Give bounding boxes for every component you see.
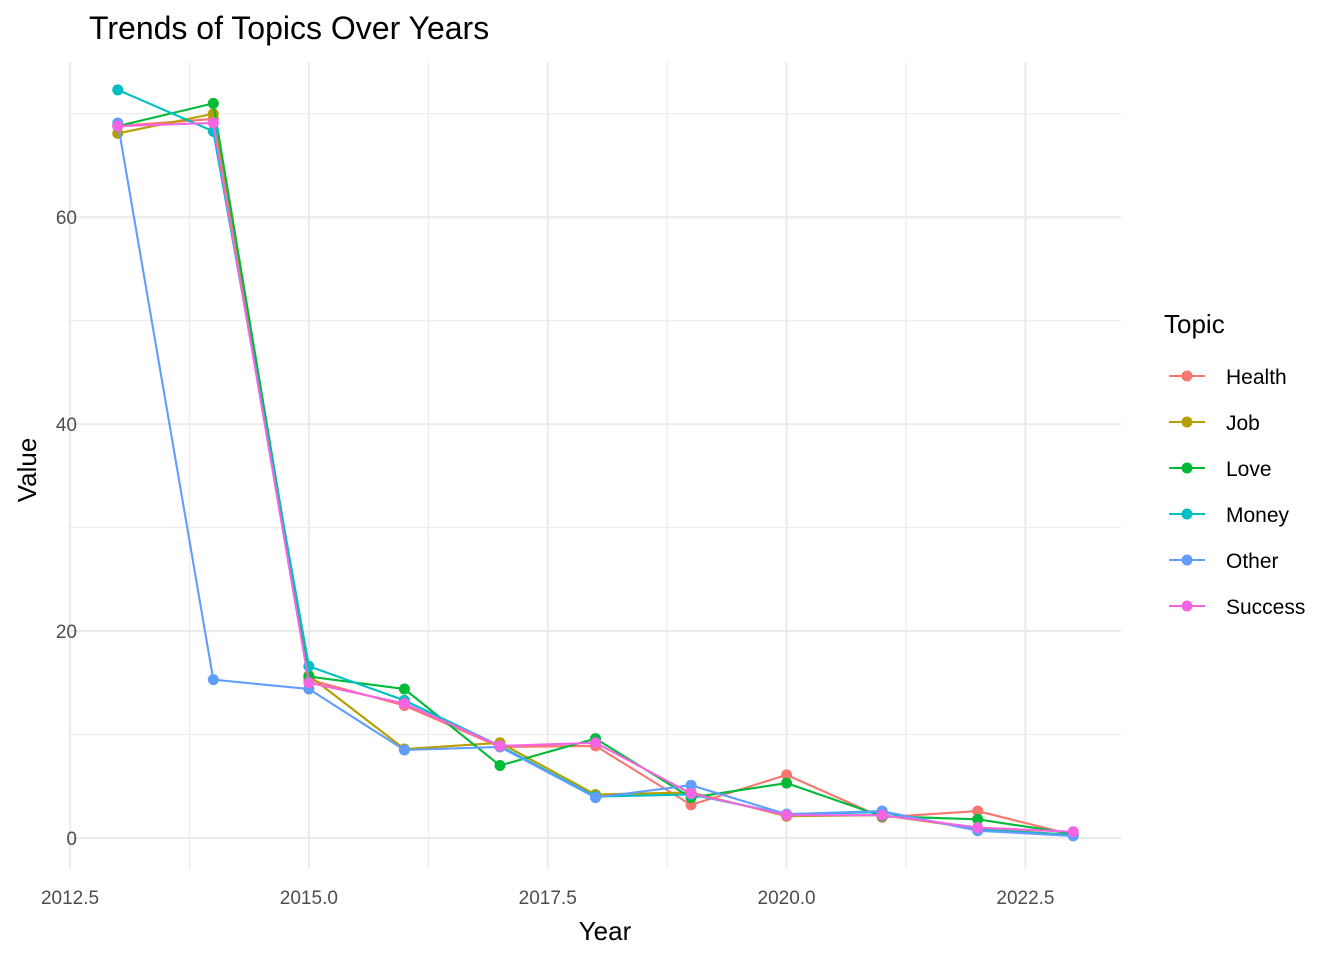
data-point	[781, 777, 793, 789]
data-point	[972, 813, 984, 825]
data-point	[207, 117, 219, 129]
legend-label: Money	[1226, 504, 1290, 527]
legend-key-point	[1181, 554, 1193, 566]
y-axis-title: Value	[12, 438, 42, 503]
legend-key-point	[1181, 416, 1193, 428]
x-axis-title: Year	[579, 916, 632, 946]
series-money	[112, 84, 1079, 841]
data-point	[398, 683, 410, 695]
series-health	[112, 113, 1079, 841]
series-love	[112, 97, 1079, 840]
data-point	[781, 809, 793, 821]
legend-item: Love	[1169, 458, 1272, 481]
data-point	[207, 97, 219, 109]
data-point	[303, 677, 315, 689]
legend-key-point	[1181, 600, 1193, 612]
legend-label: Health	[1226, 366, 1287, 389]
x-tick-label: 2015.0	[280, 888, 338, 909]
series-line	[116, 122, 1074, 837]
legend-title: Topic	[1164, 309, 1225, 339]
legend-label: Success	[1226, 596, 1305, 619]
data-point	[494, 740, 506, 752]
data-point	[685, 779, 697, 791]
legend-item: Money	[1169, 504, 1290, 527]
legend: Topic Health Job Love Money Other Success	[1164, 309, 1305, 619]
legend-label: Job	[1226, 412, 1260, 435]
data-point	[398, 697, 410, 709]
grid	[68, 62, 1121, 869]
data-point	[398, 744, 410, 756]
legend-key-point	[1181, 508, 1193, 520]
data-point	[590, 737, 601, 749]
series-line	[117, 102, 1074, 835]
data-point	[972, 805, 984, 817]
legend-label: Other	[1226, 550, 1279, 573]
series-line	[117, 88, 1074, 836]
series-line	[117, 121, 1074, 833]
series-line	[117, 112, 1074, 836]
y-tick-label: 60	[56, 208, 77, 229]
x-tick-label: 2020.0	[758, 888, 816, 909]
legend-key-point	[1181, 462, 1193, 474]
y-axis: 0 20 40 60	[56, 208, 77, 850]
y-tick-label: 20	[56, 622, 77, 643]
legend-item: Other	[1169, 550, 1279, 573]
series-line	[117, 117, 1074, 836]
y-tick-label: 40	[56, 415, 77, 436]
series-other	[112, 117, 1079, 842]
data-point	[494, 760, 506, 772]
legend-item: Job	[1169, 412, 1260, 435]
series-success	[112, 117, 1079, 838]
data-point	[781, 769, 793, 781]
chart-title: Trends of Topics Over Years	[89, 10, 489, 46]
y-tick-label: 0	[66, 829, 77, 850]
series-group	[112, 84, 1079, 842]
legend-key-point	[1181, 370, 1193, 382]
data-point	[112, 120, 124, 132]
x-tick-label: 2012.5	[41, 888, 99, 909]
data-point	[876, 809, 888, 821]
legend-item: Success	[1169, 596, 1305, 619]
data-point	[112, 84, 124, 96]
legend-label: Love	[1226, 458, 1272, 481]
data-point	[207, 674, 219, 686]
x-axis: 2012.5 2015.0 2017.5 2020.0 2022.5	[41, 888, 1055, 909]
x-tick-label: 2017.5	[519, 888, 577, 909]
data-point	[590, 792, 601, 804]
legend-item: Health	[1169, 366, 1287, 389]
data-point	[685, 787, 697, 799]
x-tick-label: 2022.5	[996, 888, 1054, 909]
data-point	[972, 822, 984, 834]
data-point	[1067, 826, 1079, 838]
